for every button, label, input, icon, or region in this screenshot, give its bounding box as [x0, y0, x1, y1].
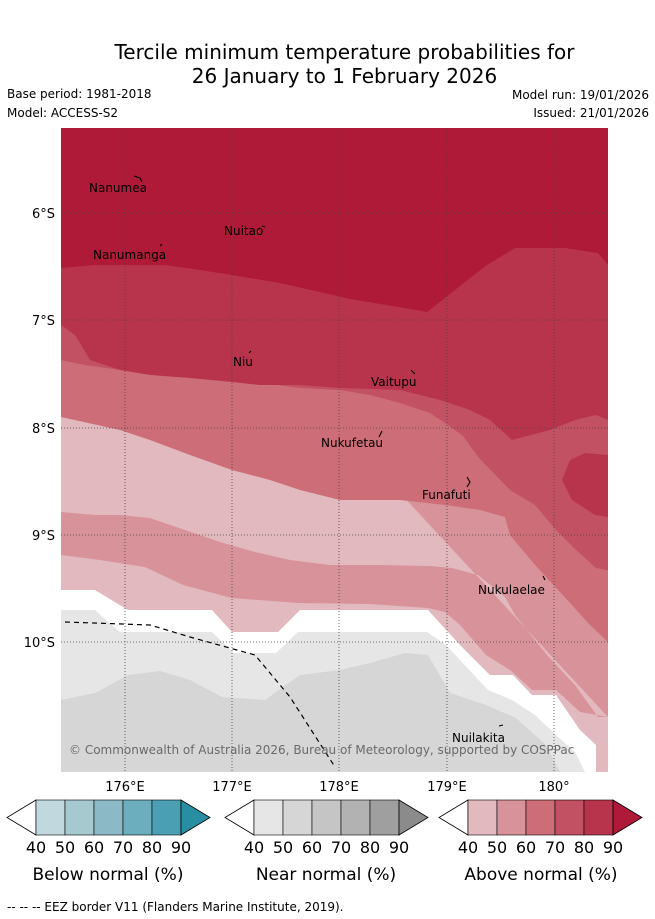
below-colorbar-max-triangle	[180, 799, 211, 836]
lon-label-177e: 177°E	[212, 780, 252, 795]
model-run: Model run: 19/01/2026	[511, 88, 649, 102]
place-labels: Nanumea Nuitao Nanumanga Niu Vaitupu Nuk…	[89, 181, 545, 745]
below-tick-50: 50	[55, 838, 75, 857]
near-normal-colorbar	[224, 799, 429, 836]
graticule	[61, 128, 608, 772]
near-colorbar-max-triangle	[398, 799, 429, 836]
place-nukulaelae: Nukulaelae	[478, 583, 545, 597]
nuilakita-island	[498, 724, 504, 727]
near-normal-ticks: 40 50 60 70 80 90	[244, 838, 409, 857]
place-nanumanga: Nanumanga	[93, 248, 166, 262]
colorbar-titles: Below normal (%) Near normal (%) Above n…	[33, 865, 618, 885]
above-tick-60: 60	[516, 838, 536, 857]
near-normal-title: Near normal (%)	[256, 865, 396, 885]
below-tick-70: 70	[113, 838, 133, 857]
above-normal-80-patch	[562, 453, 608, 517]
above-tick-50: 50	[487, 838, 507, 857]
above-tick-70: 70	[545, 838, 565, 857]
above-tick-90: 90	[603, 838, 623, 857]
nuitao-island	[261, 225, 266, 228]
below-tick-80: 80	[142, 838, 162, 857]
chart-title: Tercile minimum temperature probabilitie…	[0, 40, 655, 88]
nanumea-island	[133, 175, 143, 183]
near-tick-70: 70	[331, 838, 351, 857]
near-colorbar-segment-3	[311, 799, 342, 836]
lat-label-10s: 10°S	[24, 636, 55, 651]
near-tick-40: 40	[244, 838, 264, 857]
above-colorbar-min-triangle	[438, 799, 469, 836]
title-line-2: 26 January to 1 February 2026	[191, 64, 498, 88]
copyright-notice: © Commonwealth of Australia 2026, Bureau…	[69, 743, 574, 757]
below-colorbar-segment-2	[64, 799, 95, 836]
eez-footnote: -- -- -- EEZ border V11 (Flanders Marine…	[7, 900, 344, 914]
lon-label-176e: 176°E	[105, 780, 145, 795]
place-nanumea: Nanumea	[89, 181, 147, 195]
title-line-1: Tercile minimum temperature probabilitie…	[114, 40, 575, 64]
niu-island	[248, 350, 252, 354]
above-normal-title: Above normal (%)	[464, 865, 617, 885]
near-tick-80: 80	[360, 838, 380, 857]
below-normal-title: Below normal (%)	[33, 865, 184, 885]
near-colorbar-segment-1	[253, 799, 284, 836]
near-colorbar-segment-5	[369, 799, 400, 836]
above-colorbar-max-triangle	[612, 799, 643, 836]
above-colorbar-segment-1	[467, 799, 498, 836]
longitude-labels: 176°E 177°E 178°E 179°E 180°	[105, 780, 569, 795]
issued-date: Issued: 21/01/2026	[533, 106, 649, 120]
island-outlines	[133, 175, 546, 727]
above-colorbar-segment-4	[554, 799, 585, 836]
nukulaelae-island	[542, 575, 546, 581]
lat-label-8s: 8°S	[32, 422, 55, 437]
transition-white-area	[61, 590, 608, 772]
place-vaitupu: Vaitupu	[371, 375, 417, 389]
near-tick-90: 90	[389, 838, 409, 857]
above-colorbar-segment-3	[525, 799, 556, 836]
above-normal-ticks: 40 50 60 70 80 90	[458, 838, 623, 857]
below-normal-ticks: 40 50 60 70 80 90	[26, 838, 191, 857]
near-tick-60: 60	[302, 838, 322, 857]
lat-label-6s: 6°S	[32, 207, 55, 222]
near-colorbar-min-triangle	[224, 799, 255, 836]
nanumanga-island	[159, 243, 163, 247]
lon-label-178e: 178°E	[319, 780, 359, 795]
place-nuilakita: Nuilakita	[452, 731, 505, 745]
below-tick-90: 90	[171, 838, 191, 857]
base-period: Base period: 1981-2018	[7, 87, 152, 101]
below-colorbar-segment-3	[93, 799, 124, 836]
lon-label-180: 180°	[538, 780, 569, 795]
nukufetau-island	[378, 430, 383, 438]
near-colorbar-segment-4	[340, 799, 371, 836]
place-funafuti: Funafuti	[422, 488, 471, 502]
above-tick-80: 80	[574, 838, 594, 857]
above-colorbar-segment-5	[583, 799, 614, 836]
model-name: Model: ACCESS-S2	[7, 106, 119, 120]
above-normal-90-band	[61, 128, 608, 312]
funafuti-island	[466, 476, 471, 488]
place-niu: Niu	[233, 355, 253, 369]
below-colorbar-min-triangle	[6, 799, 37, 836]
below-tick-60: 60	[84, 838, 104, 857]
near-colorbar-segment-2	[282, 799, 313, 836]
lat-label-7s: 7°S	[32, 314, 55, 329]
below-normal-colorbar	[6, 799, 211, 836]
below-tick-40: 40	[26, 838, 46, 857]
place-nuitao: Nuitao	[224, 224, 263, 238]
near-tick-50: 50	[273, 838, 293, 857]
eez-border-line	[64, 621, 336, 768]
above-tick-40: 40	[458, 838, 478, 857]
map-area	[61, 128, 608, 772]
lon-label-179e: 179°E	[427, 780, 467, 795]
near-normal-50-band	[61, 653, 560, 772]
above-normal-colorbar	[438, 799, 643, 836]
below-colorbar-segment-5	[151, 799, 182, 836]
below-colorbar-segment-4	[122, 799, 153, 836]
latitude-labels: 6°S 7°S 8°S 9°S 10°S	[24, 207, 55, 651]
below-colorbar-segment-1	[35, 799, 66, 836]
vaitupu-island	[410, 369, 416, 375]
place-nukufetau: Nukufetau	[321, 436, 383, 450]
lat-label-9s: 9°S	[32, 529, 55, 544]
above-colorbar-segment-2	[496, 799, 527, 836]
